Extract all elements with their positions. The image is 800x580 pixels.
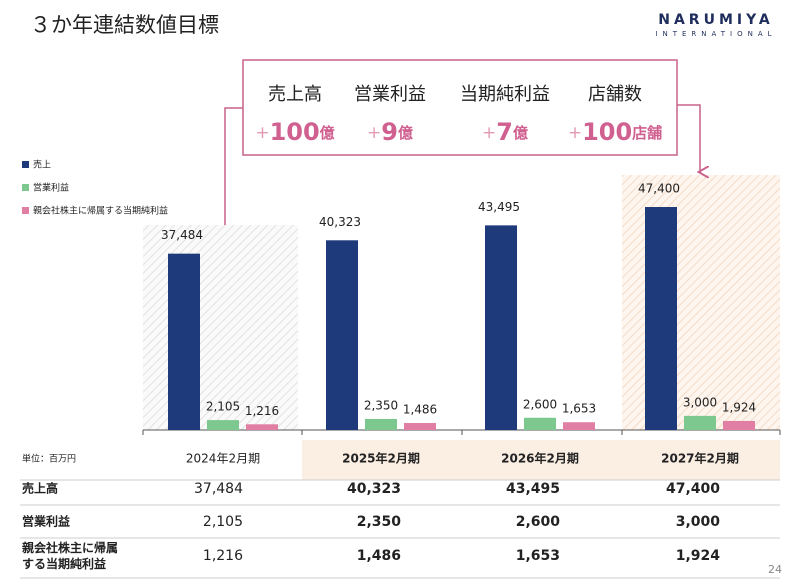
value-label: 1,216 bbox=[245, 404, 279, 418]
bar bbox=[723, 420, 755, 430]
bar bbox=[168, 253, 200, 430]
cell: 2,600 bbox=[516, 514, 561, 530]
target-sign: + bbox=[255, 123, 269, 143]
row-label: 売上高 bbox=[22, 481, 58, 496]
target-sign: + bbox=[482, 123, 496, 143]
value-label: 2,350 bbox=[364, 398, 398, 412]
target-box bbox=[242, 59, 678, 156]
target-value: +9億 bbox=[367, 118, 413, 146]
value-label: 47,400 bbox=[638, 182, 680, 196]
legend-swatch bbox=[22, 207, 29, 214]
row-label: 営業利益 bbox=[22, 514, 70, 529]
bar bbox=[485, 225, 517, 430]
logo: NARUMIYA bbox=[658, 12, 773, 28]
column-header: 2027年2月期 bbox=[661, 451, 739, 466]
cell: 1,924 bbox=[676, 548, 721, 564]
target-unit: 億 bbox=[320, 124, 335, 142]
target-label: 売上高 bbox=[268, 84, 322, 105]
cell: 47,400 bbox=[666, 481, 720, 497]
bar bbox=[404, 423, 436, 430]
value-label: 40,323 bbox=[319, 215, 361, 229]
value-label: 37,484 bbox=[161, 228, 203, 242]
target-number: 100 bbox=[270, 118, 320, 146]
logo-sub: INTERNATIONAL bbox=[655, 30, 776, 38]
cell: 43,495 bbox=[506, 481, 560, 497]
connector bbox=[224, 107, 243, 225]
bar bbox=[563, 422, 595, 430]
row-label-line: する当期純利益 bbox=[22, 556, 106, 571]
unit-label: 単位：百万円 bbox=[22, 453, 76, 465]
target-number: 100 bbox=[582, 118, 632, 146]
target-sign: + bbox=[367, 123, 381, 143]
table: 単位：百万円 2024年2月期 2025年2月期 2026年2月期 2027年2月期売上… bbox=[20, 451, 780, 579]
bar bbox=[326, 240, 358, 430]
column-header: 2024年2月期 bbox=[186, 452, 260, 466]
target-label: 店舗数 bbox=[588, 84, 642, 105]
value-label: 1,924 bbox=[722, 400, 756, 414]
bar bbox=[207, 420, 239, 430]
target-unit: 店舗 bbox=[632, 124, 662, 142]
cell: 1,653 bbox=[516, 548, 560, 564]
page-number: 24 bbox=[768, 563, 782, 576]
cell: 3,000 bbox=[676, 514, 721, 530]
slide-title: ３か年連結数値目標 bbox=[30, 13, 219, 37]
value-label: 2,105 bbox=[206, 400, 240, 414]
target-unit: 億 bbox=[513, 124, 528, 142]
target-number: 9 bbox=[381, 118, 398, 146]
target-sign: + bbox=[568, 123, 582, 143]
cell: 2,105 bbox=[203, 514, 243, 530]
target-value: +100億 bbox=[255, 118, 334, 146]
value-label: 2,600 bbox=[523, 397, 557, 411]
target-unit: 億 bbox=[398, 124, 413, 142]
target-value: +100店舗 bbox=[568, 118, 662, 146]
value-label: 1,486 bbox=[403, 403, 437, 417]
value-label: 43,495 bbox=[478, 200, 520, 214]
target-label: 当期純利益 bbox=[460, 84, 550, 105]
column-header: 2025年2月期 bbox=[342, 451, 420, 466]
cell: 40,323 bbox=[347, 481, 401, 497]
target-label: 営業利益 bbox=[354, 84, 426, 105]
row-label: 親会社株主に帰属する当期純利益 bbox=[22, 540, 118, 571]
bar bbox=[684, 415, 716, 430]
cell: 1,486 bbox=[357, 548, 401, 564]
value-label: 1,653 bbox=[562, 402, 596, 416]
bar bbox=[645, 207, 677, 430]
target-value: +7億 bbox=[482, 118, 528, 146]
column-header: 2026年2月期 bbox=[501, 451, 579, 466]
legend-label: 営業利益 bbox=[33, 182, 69, 194]
legend-swatch bbox=[22, 161, 29, 168]
header-highlight bbox=[302, 440, 780, 480]
row-label-line: 親会社株主に帰属 bbox=[22, 540, 118, 555]
target-number: 7 bbox=[496, 118, 513, 146]
value-label: 3,000 bbox=[683, 395, 717, 409]
cell: 1,216 bbox=[203, 548, 243, 564]
legend-swatch bbox=[22, 184, 29, 191]
bar bbox=[365, 418, 397, 430]
bar bbox=[524, 417, 556, 430]
legend-label: 親会社株主に帰属する当期純利益 bbox=[33, 205, 168, 217]
legend-label: 売上 bbox=[33, 159, 51, 171]
cell: 37,484 bbox=[194, 481, 243, 497]
arrow bbox=[677, 104, 700, 172]
cell: 2,350 bbox=[357, 514, 402, 530]
bar bbox=[246, 424, 278, 430]
